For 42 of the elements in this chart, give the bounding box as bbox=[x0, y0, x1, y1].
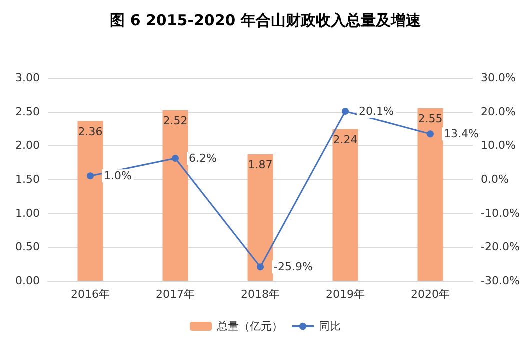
y-tick-label: 0.00 bbox=[16, 274, 40, 288]
x-tick-label: 2020年 bbox=[411, 288, 450, 301]
y-tick-label: 3.00 bbox=[16, 72, 40, 84]
data-label: 2.24 bbox=[333, 133, 358, 146]
point bbox=[257, 264, 264, 271]
point bbox=[172, 155, 179, 162]
point bbox=[87, 172, 94, 180]
data-label: 20.1% bbox=[359, 104, 394, 118]
data-label: 1.87 bbox=[248, 158, 273, 172]
y2-tick-label: -20.0% bbox=[481, 240, 520, 254]
y2-tick-label: -10.0% bbox=[481, 206, 520, 220]
bar bbox=[162, 110, 188, 281]
chart-title: 图 6 2015-2020 年合山财政收入总量及增速 bbox=[110, 12, 422, 30]
data-label: 1.0% bbox=[104, 170, 132, 183]
y2-tick-label: 20.0% bbox=[481, 105, 516, 118]
data-label: 2.52 bbox=[163, 114, 188, 128]
x-tick-label: 2016年 bbox=[71, 288, 110, 301]
x-tick-label: 2017年 bbox=[156, 288, 195, 301]
y-tick-label: 0.50 bbox=[16, 240, 40, 254]
y2-tick-label: 10.0% bbox=[481, 139, 516, 152]
bar bbox=[332, 129, 358, 281]
y-tick-label: 2.50 bbox=[16, 105, 40, 118]
y2-tick-label: 30.0% bbox=[481, 72, 516, 84]
y2-tick-label: -30.0% bbox=[481, 274, 520, 288]
x-tick-label: 2019年 bbox=[326, 288, 365, 301]
legend-label: 同比 bbox=[319, 320, 341, 333]
bar bbox=[248, 154, 274, 281]
x-tick-label: 2018年 bbox=[241, 288, 280, 301]
data-label: 6.2% bbox=[189, 152, 217, 166]
y-tick-label: 1.00 bbox=[16, 206, 40, 220]
legend-label: 总量（亿元） bbox=[216, 320, 283, 333]
y-tick-label: 2.00 bbox=[16, 139, 40, 152]
point bbox=[342, 108, 349, 115]
data-label: 2.55 bbox=[418, 112, 443, 126]
bar bbox=[418, 108, 444, 281]
point bbox=[427, 130, 434, 138]
data-label: 13.4% bbox=[444, 128, 479, 141]
data-label: -25.9% bbox=[274, 260, 313, 274]
y2-tick-label: 0.0% bbox=[481, 173, 509, 186]
bar bbox=[78, 121, 104, 281]
y-tick-label: 1.50 bbox=[16, 173, 40, 186]
data-label: 2.36 bbox=[78, 125, 103, 138]
